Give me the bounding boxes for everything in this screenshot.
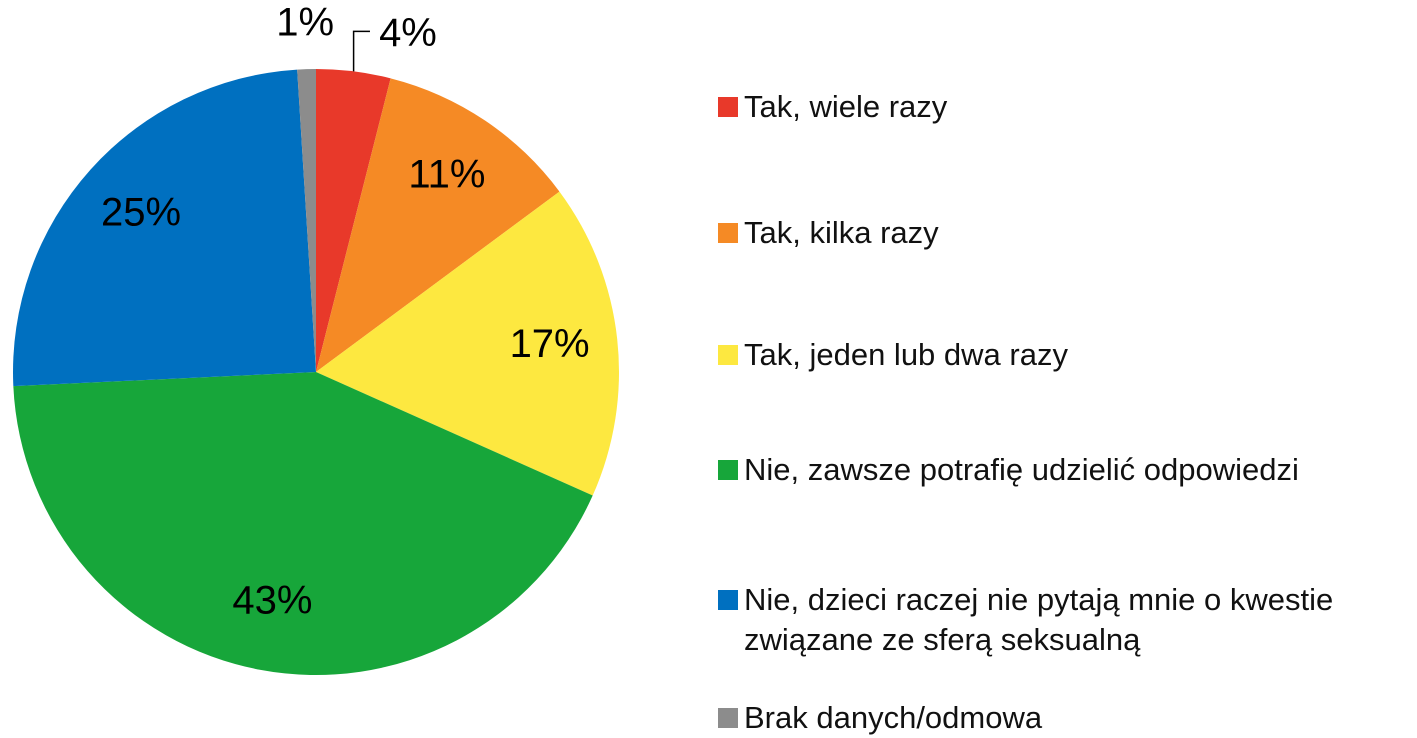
data-label: 43% xyxy=(232,578,312,622)
legend-item: Brak danych/odmowa xyxy=(718,698,1042,738)
legend-swatch xyxy=(718,460,738,480)
legend-swatch xyxy=(718,708,738,728)
legend-label: Nie, zawsze potrafię udzielić odpowiedzi xyxy=(744,452,1299,487)
pie-chart: 4% 11% 17% 43% 25% 1% xyxy=(13,1,620,676)
data-label: 4% xyxy=(379,11,437,55)
legend-item: Tak, jeden lub dwa razy xyxy=(718,335,1068,375)
leader-line xyxy=(352,30,370,72)
legend-label: Brak danych/odmowa xyxy=(744,700,1043,735)
pie-slice xyxy=(297,69,316,372)
data-label: 17% xyxy=(510,322,590,366)
pie-slice xyxy=(316,191,620,496)
data-label: 11% xyxy=(408,152,485,196)
legend-swatch xyxy=(718,223,738,243)
legend-item: Nie, zawsze potrafię udzielić odpowiedzi xyxy=(718,450,1299,490)
legend-label: Tak, jeden lub dwa razy xyxy=(744,337,1068,372)
legend-swatch xyxy=(718,345,738,365)
pie-slice xyxy=(316,78,560,372)
pie-slice xyxy=(13,69,316,387)
legend-swatch xyxy=(718,590,738,610)
legend-item: Tak, wiele razy xyxy=(718,87,947,127)
legend-label: Nie, dzieci raczej nie pytają mnie o kwe… xyxy=(744,582,1334,657)
legend-swatch xyxy=(718,97,738,117)
legend-item: Nie, dzieci raczej nie pytają mnie o kwe… xyxy=(718,580,1334,660)
pie-slice xyxy=(316,69,391,372)
pie-slice xyxy=(13,372,593,676)
legend-item: Tak, kilka razy xyxy=(718,213,939,253)
data-label: 25% xyxy=(101,191,181,235)
legend-label: Tak, kilka razy xyxy=(744,215,939,250)
data-label: 1% xyxy=(276,1,334,45)
legend-label: Tak, wiele razy xyxy=(744,89,948,124)
